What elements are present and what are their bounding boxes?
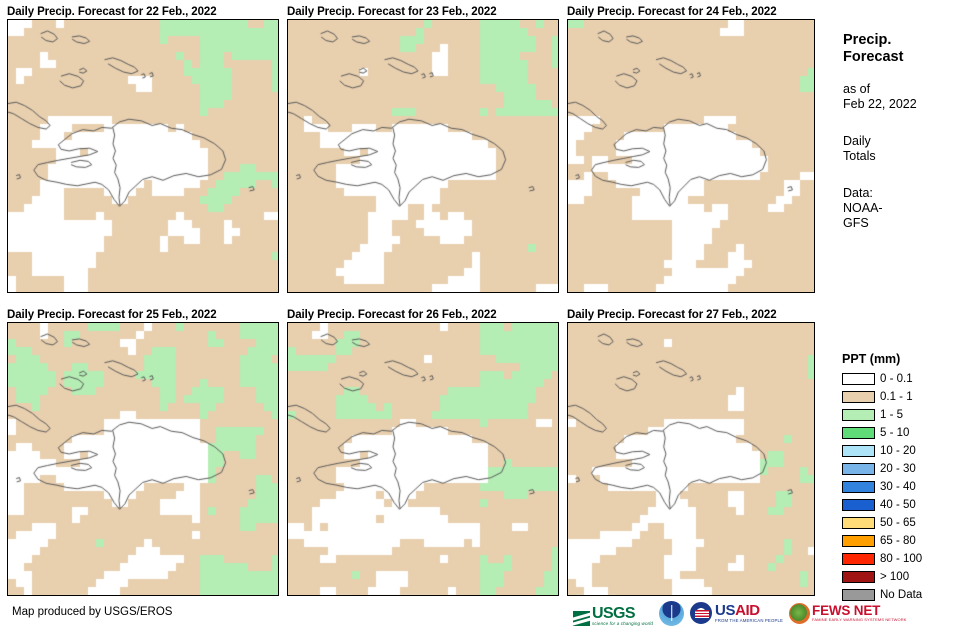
legend-label: No Data <box>880 589 923 601</box>
legend-swatch <box>842 535 875 547</box>
legend-label: 20 - 30 <box>880 463 916 475</box>
info-asof-line1: as of <box>843 82 871 96</box>
legend-row[interactable]: 20 - 30 <box>842 460 968 478</box>
map-panel-title: Daily Precip. Forecast for 27 Feb., 2022 <box>567 309 777 321</box>
fews-net-logo[interactable]: FEWS NET FAMINE EARLY WARNING SYSTEMS NE… <box>789 600 906 626</box>
legend-label: 0 - 0.1 <box>880 373 913 385</box>
legend-row[interactable]: 30 - 40 <box>842 478 968 496</box>
info-title-line2: Forecast <box>843 49 904 65</box>
legend-row[interactable]: 65 - 80 <box>842 532 968 550</box>
legend-label: 1 - 5 <box>880 409 904 421</box>
map-raster-frame[interactable] <box>7 19 279 293</box>
info-data-line2: NOAA- <box>843 201 883 215</box>
info-data-line3: GFS <box>843 216 869 230</box>
map-credit: Map produced by USGS/EROS <box>12 606 173 618</box>
logo-strip: USGS science for a changing world USAID … <box>573 600 906 626</box>
usaid-logo[interactable]: USAID FROM THE AMERICAN PEOPLE <box>690 600 783 626</box>
map-panel-4[interactable]: Daily Precip. Forecast for 25 Feb., 2022 <box>7 308 279 596</box>
info-title: Precip. Forecast <box>843 32 968 66</box>
legend-swatch <box>842 571 875 583</box>
info-totals: Daily Totals <box>843 134 968 164</box>
map-panel-5[interactable]: Daily Precip. Forecast for 26 Feb., 2022 <box>287 308 559 596</box>
legend-row[interactable]: 0.1 - 1 <box>842 388 968 406</box>
usaid-seal-icon <box>690 602 713 624</box>
usaid-text-us: US <box>715 601 736 619</box>
usgs-wave-icon <box>573 611 590 626</box>
legend-swatch <box>842 481 875 493</box>
map-raster-frame[interactable] <box>287 322 559 596</box>
legend-title: PPT (mm) <box>842 352 901 366</box>
info-title-line1: Precip. <box>843 32 892 48</box>
legend-swatch <box>842 409 875 421</box>
legend-swatch <box>842 373 875 385</box>
legend-row[interactable]: > 100 <box>842 568 968 586</box>
info-asof: as of Feb 22, 2022 <box>843 82 968 112</box>
usaid-logo-tagline: FROM THE AMERICAN PEOPLE <box>715 617 784 623</box>
info-asof-line2: Feb 22, 2022 <box>843 97 917 111</box>
legend-swatch <box>842 553 875 565</box>
usgs-logo-tagline: science for a changing world <box>592 621 654 626</box>
fews-logo-tagline: FAMINE EARLY WARNING SYSTEMS NETWORK <box>812 617 907 622</box>
fews-globe-icon <box>789 602 811 624</box>
legend-row[interactable]: 80 - 100 <box>842 550 968 568</box>
legend-swatch <box>842 463 875 475</box>
map-raster-frame[interactable] <box>567 19 815 293</box>
legend-label: 0.1 - 1 <box>880 391 913 403</box>
map-panel-2[interactable]: Daily Precip. Forecast for 23 Feb., 2022 <box>287 5 559 293</box>
usgs-logo-text: USGS <box>592 605 636 622</box>
legend-row[interactable]: 10 - 20 <box>842 442 968 460</box>
legend-swatch <box>842 427 875 439</box>
legend-row[interactable]: 0 - 0.1 <box>842 370 968 388</box>
map-panel-title: Daily Precip. Forecast for 26 Feb., 2022 <box>287 309 497 321</box>
legend-swatch <box>842 499 875 511</box>
map-raster-frame[interactable] <box>7 322 279 596</box>
fews-logo-text: FEWS NET <box>812 603 881 618</box>
legend-row[interactable]: No Data <box>842 586 968 604</box>
map-raster-frame[interactable] <box>287 19 559 293</box>
precip-raster-canvas <box>288 20 558 292</box>
map-panel-title: Daily Precip. Forecast for 25 Feb., 2022 <box>7 309 217 321</box>
map-panel-title: Daily Precip. Forecast for 23 Feb., 2022 <box>287 6 497 18</box>
map-panel-3[interactable]: Daily Precip. Forecast for 24 Feb., 2022 <box>567 5 815 293</box>
info-data-source: Data: NOAA- GFS <box>843 186 968 231</box>
legend-label: 30 - 40 <box>880 481 916 493</box>
info-panel: Precip. Forecast as of Feb 22, 2022 Dail… <box>843 32 968 231</box>
info-totals-line2: Totals <box>843 149 876 163</box>
legend-swatch <box>842 517 875 529</box>
legend-items: 0 - 0.1 0.1 - 1 1 - 5 5 - 10 10 - 20 20 - 30 3… <box>842 370 968 604</box>
legend-label: 40 - 50 <box>880 499 916 511</box>
legend-swatch <box>842 589 875 601</box>
legend-label: 65 - 80 <box>880 535 916 547</box>
legend-row[interactable]: 50 - 65 <box>842 514 968 532</box>
legend-swatch <box>842 391 875 403</box>
legend-label: 80 - 100 <box>880 553 923 565</box>
map-raster-frame[interactable] <box>567 322 815 596</box>
precip-raster-canvas <box>288 323 558 595</box>
usgs-logo[interactable]: USGS science for a changing world <box>573 600 653 626</box>
usaid-text-aid: AID <box>735 601 760 619</box>
noaa-logo-icon[interactable] <box>659 600 685 626</box>
legend-label: 50 - 65 <box>880 517 916 529</box>
precip-raster-canvas <box>8 20 278 292</box>
legend-row[interactable]: 40 - 50 <box>842 496 968 514</box>
legend-label: 10 - 20 <box>880 445 916 457</box>
usaid-logo-text: USAID <box>715 601 783 619</box>
legend-row[interactable]: 1 - 5 <box>842 406 968 424</box>
map-panel-6[interactable]: Daily Precip. Forecast for 27 Feb., 2022 <box>567 308 815 596</box>
legend-swatch <box>842 445 875 457</box>
precip-raster-canvas <box>8 323 278 595</box>
info-data-line1: Data: <box>843 186 873 200</box>
map-panel-title: Daily Precip. Forecast for 22 Feb., 2022 <box>7 6 217 18</box>
legend-label: 5 - 10 <box>880 427 910 439</box>
map-panel-1[interactable]: Daily Precip. Forecast for 22 Feb., 2022 <box>7 5 279 293</box>
map-panel-title: Daily Precip. Forecast for 24 Feb., 2022 <box>567 6 777 18</box>
legend-label: > 100 <box>880 571 910 583</box>
info-totals-line1: Daily <box>843 134 871 148</box>
precip-raster-canvas <box>568 323 814 595</box>
precip-raster-canvas <box>568 20 814 292</box>
legend-row[interactable]: 5 - 10 <box>842 424 968 442</box>
legend: PPT (mm) 0 - 0.1 0.1 - 1 1 - 5 5 - 10 10 - 2… <box>842 352 968 604</box>
